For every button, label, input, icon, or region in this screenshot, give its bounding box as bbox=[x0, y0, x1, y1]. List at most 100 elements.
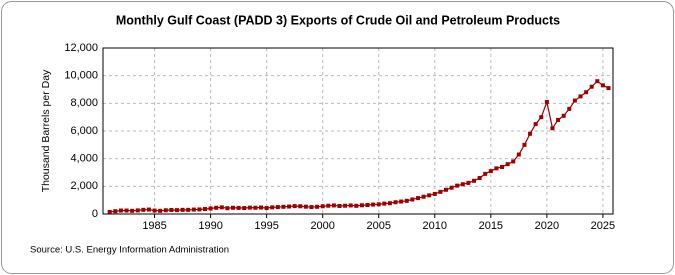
data-point bbox=[343, 203, 348, 208]
data-point bbox=[124, 208, 129, 213]
data-point bbox=[589, 84, 594, 89]
data-point bbox=[197, 207, 202, 212]
x-tick-label: 1985 bbox=[142, 220, 166, 232]
data-point bbox=[427, 193, 432, 198]
data-point bbox=[533, 122, 538, 127]
data-point bbox=[472, 178, 477, 183]
y-tick-label: 0 bbox=[92, 208, 98, 220]
data-point bbox=[158, 208, 163, 213]
y-tick-label: 4,000 bbox=[70, 153, 98, 165]
data-point bbox=[113, 209, 118, 214]
data-point bbox=[500, 164, 505, 169]
data-point bbox=[287, 204, 292, 209]
data-point bbox=[152, 208, 157, 213]
data-point bbox=[219, 205, 224, 210]
data-point bbox=[550, 126, 555, 131]
data-point bbox=[315, 204, 320, 209]
data-point bbox=[561, 113, 566, 118]
data-point bbox=[259, 205, 264, 210]
data-point bbox=[567, 106, 572, 111]
data-point bbox=[320, 204, 325, 209]
x-tick-label: 1995 bbox=[254, 220, 278, 232]
data-point bbox=[174, 208, 179, 213]
y-tick-label: 2,000 bbox=[70, 180, 98, 192]
data-point bbox=[365, 203, 370, 208]
x-tick-label: 2025 bbox=[591, 220, 615, 232]
data-point bbox=[399, 199, 404, 204]
data-point bbox=[404, 198, 409, 203]
data-point bbox=[303, 204, 308, 209]
data-point bbox=[247, 205, 252, 210]
y-tick-label: 10,000 bbox=[64, 70, 98, 82]
data-point bbox=[410, 197, 415, 202]
data-point bbox=[494, 166, 499, 171]
x-tick-label: 2015 bbox=[479, 220, 503, 232]
data-point bbox=[516, 152, 521, 157]
data-point bbox=[578, 94, 583, 99]
data-point bbox=[348, 203, 353, 208]
data-point bbox=[236, 205, 241, 210]
data-point bbox=[556, 117, 561, 122]
data-point bbox=[309, 205, 314, 210]
source: Source: U.S. Energy Information Administ… bbox=[30, 245, 229, 256]
data-point bbox=[141, 207, 146, 212]
data-point bbox=[455, 183, 460, 188]
data-point bbox=[595, 79, 600, 84]
data-point bbox=[281, 204, 286, 209]
data-point bbox=[382, 201, 387, 206]
data-point bbox=[460, 182, 465, 187]
data-point bbox=[544, 99, 549, 104]
data-point bbox=[163, 208, 168, 213]
data-point bbox=[275, 205, 280, 210]
data-point bbox=[415, 196, 420, 201]
data-point bbox=[511, 159, 516, 164]
data-point bbox=[432, 191, 437, 196]
x-tick-label: 2020 bbox=[535, 220, 559, 232]
data-point bbox=[186, 207, 191, 212]
data-point bbox=[438, 189, 443, 194]
data-point bbox=[231, 205, 236, 210]
data-point bbox=[522, 142, 527, 147]
data-point bbox=[600, 83, 605, 88]
data-point bbox=[214, 205, 219, 210]
data-point bbox=[528, 131, 533, 136]
data-point bbox=[584, 90, 589, 95]
data-point bbox=[169, 207, 174, 212]
data-point bbox=[130, 208, 135, 213]
data-point bbox=[387, 201, 392, 206]
data-point bbox=[191, 207, 196, 212]
data-point bbox=[606, 86, 611, 91]
data-point bbox=[539, 115, 544, 120]
data-point bbox=[421, 194, 426, 199]
data-point bbox=[443, 187, 448, 192]
y-axis-label: Thousand Barrels per Day bbox=[40, 69, 52, 192]
data-point bbox=[253, 205, 258, 210]
data-point bbox=[298, 204, 303, 209]
data-point bbox=[107, 209, 112, 214]
data-point bbox=[337, 203, 342, 208]
x-tick-label: 2000 bbox=[310, 220, 334, 232]
data-point bbox=[180, 207, 185, 212]
data-point bbox=[208, 206, 213, 211]
data-point bbox=[483, 171, 488, 176]
data-point bbox=[466, 180, 471, 185]
data-point bbox=[572, 98, 577, 103]
data-point bbox=[488, 169, 493, 174]
data-point bbox=[331, 203, 336, 208]
y-tick-label: 6,000 bbox=[70, 125, 98, 137]
data-point bbox=[270, 205, 275, 210]
data-point bbox=[264, 206, 269, 211]
data-point bbox=[326, 203, 331, 208]
x-tick-label: 2005 bbox=[366, 220, 390, 232]
data-point bbox=[449, 185, 454, 190]
data-point bbox=[292, 204, 297, 209]
data-point bbox=[354, 203, 359, 208]
y-tick-label: 12,000 bbox=[64, 42, 98, 54]
data-point bbox=[225, 206, 230, 211]
chart-title: Monthly Gulf Coast (PADD 3) Exports of C… bbox=[116, 13, 560, 27]
data-point bbox=[376, 202, 381, 207]
data-point bbox=[505, 162, 510, 167]
